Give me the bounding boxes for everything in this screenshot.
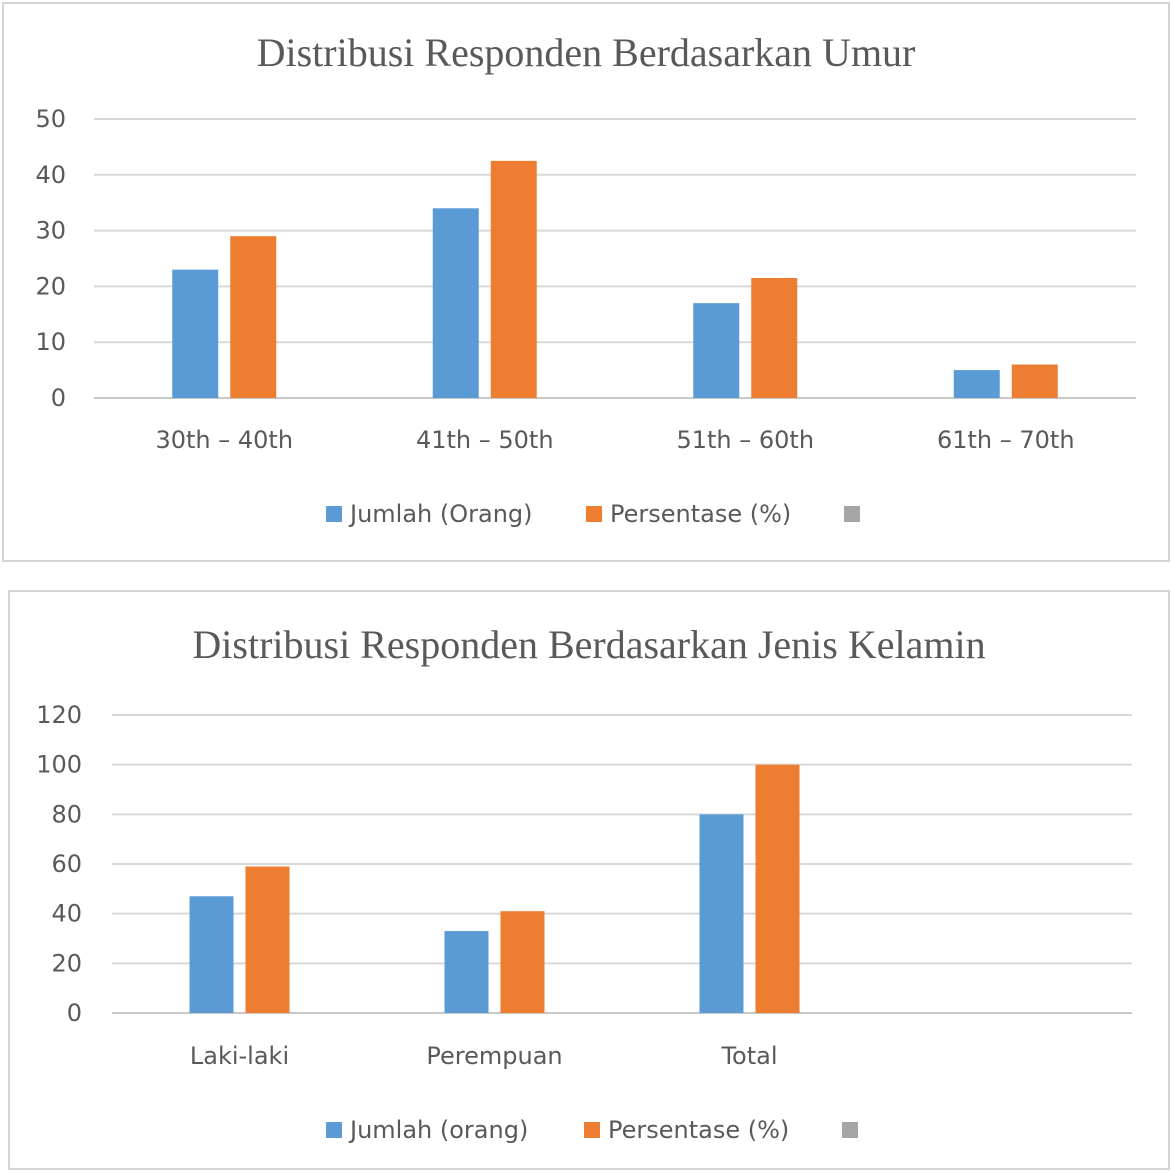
y-tick-label: 30 [35, 217, 66, 245]
bar [699, 814, 744, 1013]
x-tick-label: Perempuan [426, 1042, 562, 1070]
y-tick-label: 10 [35, 328, 66, 356]
y-tick-label: 50 [35, 105, 66, 133]
bar [245, 866, 290, 1013]
x-tick-label: Total [720, 1042, 777, 1070]
y-tick-label: 60 [51, 850, 82, 878]
age-chart: Distribusi Responden Berdasarkan Umur 0 10… [35, 30, 1136, 528]
y-tick-label: 0 [51, 384, 66, 412]
x-tick-label: 61th – 70th [937, 426, 1075, 454]
gender-chart: Distribusi Responden Berdasarkan Jenis K… [36, 622, 1132, 1144]
bar [500, 911, 545, 1013]
legend-swatch [326, 1122, 342, 1138]
bar [490, 160, 537, 398]
bar [230, 236, 277, 398]
bar [751, 278, 798, 398]
chart-title: Distribusi Responden Berdasarkan Jenis K… [192, 622, 985, 667]
y-tick-label: 20 [51, 949, 82, 977]
x-tick-label: 51th – 60th [676, 426, 814, 454]
bar [1011, 364, 1058, 398]
bar [953, 370, 1000, 398]
y-tick-label: 40 [35, 161, 66, 189]
y-tick-label: 0 [67, 999, 82, 1027]
legend-swatch [586, 506, 602, 522]
age-chart-panel: Distribusi Responden Berdasarkan Umur 0 10… [2, 2, 1170, 562]
y-tick-label: 20 [35, 272, 66, 300]
y-tick-label: 120 [36, 701, 82, 729]
legend-label: Persentase (%) [608, 1116, 789, 1144]
y-tick-label: 80 [51, 800, 82, 828]
x-tick-label: 30th – 40th [155, 426, 293, 454]
y-tick-label: 100 [36, 751, 82, 779]
legend-label: Jumlah (orang) [348, 1116, 528, 1144]
legend-swatch [844, 506, 860, 522]
legend-swatch [842, 1122, 858, 1138]
x-tick-label: 41th – 50th [416, 426, 554, 454]
x-tick-label: Laki-laki [190, 1042, 289, 1070]
gender-chart-panel: Distribusi Responden Berdasarkan Jenis K… [8, 590, 1170, 1170]
legend-label: Persentase (%) [610, 500, 791, 528]
y-tick-label: 40 [51, 900, 82, 928]
bar [444, 931, 489, 1013]
bar [432, 208, 479, 398]
bar [755, 764, 800, 1013]
bar [693, 303, 740, 398]
legend-swatch [326, 506, 342, 522]
bar [189, 896, 234, 1013]
chart-title: Distribusi Responden Berdasarkan Umur [257, 30, 916, 75]
legend-swatch [584, 1122, 600, 1138]
bar [172, 269, 219, 398]
legend-label: Jumlah (Orang) [348, 500, 533, 528]
